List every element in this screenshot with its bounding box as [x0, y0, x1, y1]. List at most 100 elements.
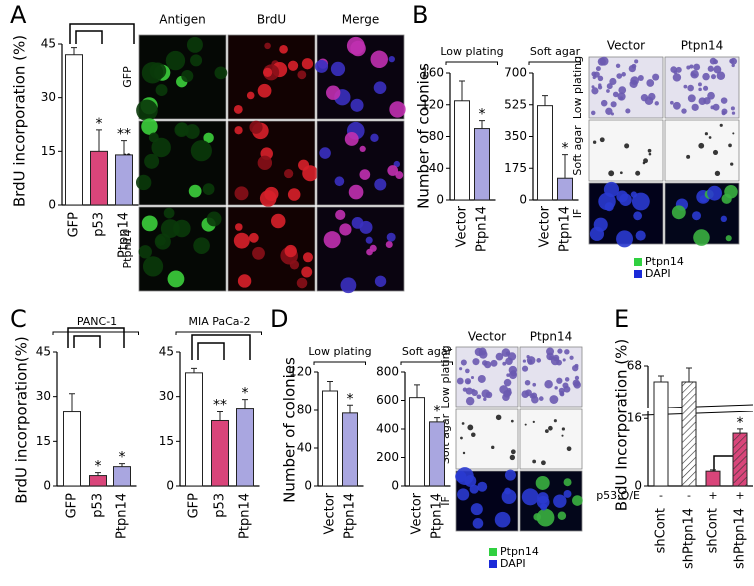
image-feature [673, 70, 678, 75]
image-feature [721, 108, 728, 115]
image-feature [549, 395, 559, 404]
y-tick-label: 0 [634, 479, 642, 493]
image-feature [508, 370, 518, 380]
image-feature [464, 475, 477, 487]
y-tick-label: 350 [504, 129, 527, 143]
image-feature [302, 252, 313, 263]
image-feature [563, 385, 571, 393]
y-tick-label: 600 [376, 393, 399, 407]
error-bar [347, 404, 353, 413]
error-bar [71, 47, 77, 55]
image-feature [373, 81, 387, 94]
x-tick-label: GFP [67, 212, 82, 238]
image-column-header: Ptpn14 [681, 39, 723, 53]
image-row-label: IF [571, 209, 584, 219]
image-feature [710, 105, 715, 110]
image-feature [703, 85, 709, 91]
image-cell [588, 119, 664, 182]
image-feature [193, 237, 210, 254]
x-tick-label: Ptpn14 [238, 493, 253, 539]
image-column-header: Merge [342, 13, 379, 27]
image-feature [606, 89, 610, 93]
image-feature [714, 170, 721, 177]
y-tick-label: 700 [504, 66, 527, 80]
image-feature [730, 57, 738, 65]
image-feature [287, 188, 301, 201]
y-tick-label: 120 [421, 97, 444, 111]
bar [115, 154, 133, 206]
error-bar [686, 367, 692, 382]
x-tick-label: Ptpn14 [558, 206, 573, 252]
y-tick-label: 400 [376, 422, 399, 436]
x-tick-label: shCont [654, 508, 669, 553]
image-feature [728, 143, 732, 148]
image-feature [693, 63, 701, 71]
image-feature [264, 42, 271, 50]
image-feature [633, 80, 637, 84]
image-feature [470, 503, 483, 516]
image-feature [186, 36, 203, 53]
image-feature [619, 96, 624, 100]
image-row-label: Low plating [439, 345, 452, 408]
image-feature [151, 137, 171, 158]
image-feature [536, 358, 542, 363]
error-bar [217, 411, 223, 421]
image-feature [257, 83, 272, 98]
image-feature [532, 459, 537, 464]
y-tick-label: 30 [159, 389, 174, 403]
image-feature [510, 419, 514, 423]
image-feature [136, 99, 158, 122]
image-feature [719, 123, 723, 127]
image-feature [203, 132, 214, 144]
image-feature [167, 270, 185, 288]
image-feature [374, 178, 387, 191]
legend-label: Ptpn14 [500, 545, 539, 558]
image-feature [563, 478, 572, 487]
x-tick-label: Vector [455, 205, 470, 247]
x-tick-label: Ptpn14 [117, 212, 132, 258]
bar [705, 470, 721, 487]
image-feature [350, 98, 364, 112]
image-feature [527, 360, 533, 365]
image-feature [652, 73, 660, 81]
y-tick-label: 45 [159, 345, 174, 359]
image-feature [592, 140, 597, 144]
image-feature [640, 94, 649, 102]
image-feature [214, 66, 228, 80]
image-feature [257, 155, 273, 171]
y-tick-label: 800 [376, 365, 399, 379]
image-feature [648, 92, 656, 101]
image-feature [532, 420, 535, 423]
error-bar [658, 375, 664, 382]
y-tick-label: 68 [627, 359, 642, 373]
image-feature [335, 209, 346, 220]
image-feature [691, 103, 699, 111]
chart-title: Soft agar [402, 345, 453, 358]
image-column-header: Vector [468, 330, 506, 344]
condition: - [687, 489, 691, 502]
image-feature [385, 241, 393, 249]
image-feature [557, 511, 567, 520]
image-feature [731, 63, 735, 68]
image-feature [506, 373, 510, 377]
significance: * [562, 141, 569, 157]
image-feature [538, 396, 544, 401]
image-feature [562, 358, 566, 362]
image-feature [234, 126, 243, 135]
bar [409, 397, 425, 487]
legend-swatch [634, 270, 642, 278]
image-feature [521, 390, 530, 399]
image-feature [731, 111, 736, 115]
image-feature [296, 277, 308, 289]
x-tick-label: p53 [213, 493, 228, 518]
condition-label: p53 O/E [596, 489, 640, 502]
image-row-label: GFP [121, 66, 134, 88]
x-tick-label: Vector [538, 205, 553, 247]
image-feature [687, 94, 696, 103]
image-feature [635, 170, 641, 176]
bar [537, 105, 553, 201]
image-feature [606, 83, 613, 90]
y-tick-label: 0 [304, 479, 312, 493]
bar [185, 372, 203, 487]
bar [429, 421, 445, 487]
